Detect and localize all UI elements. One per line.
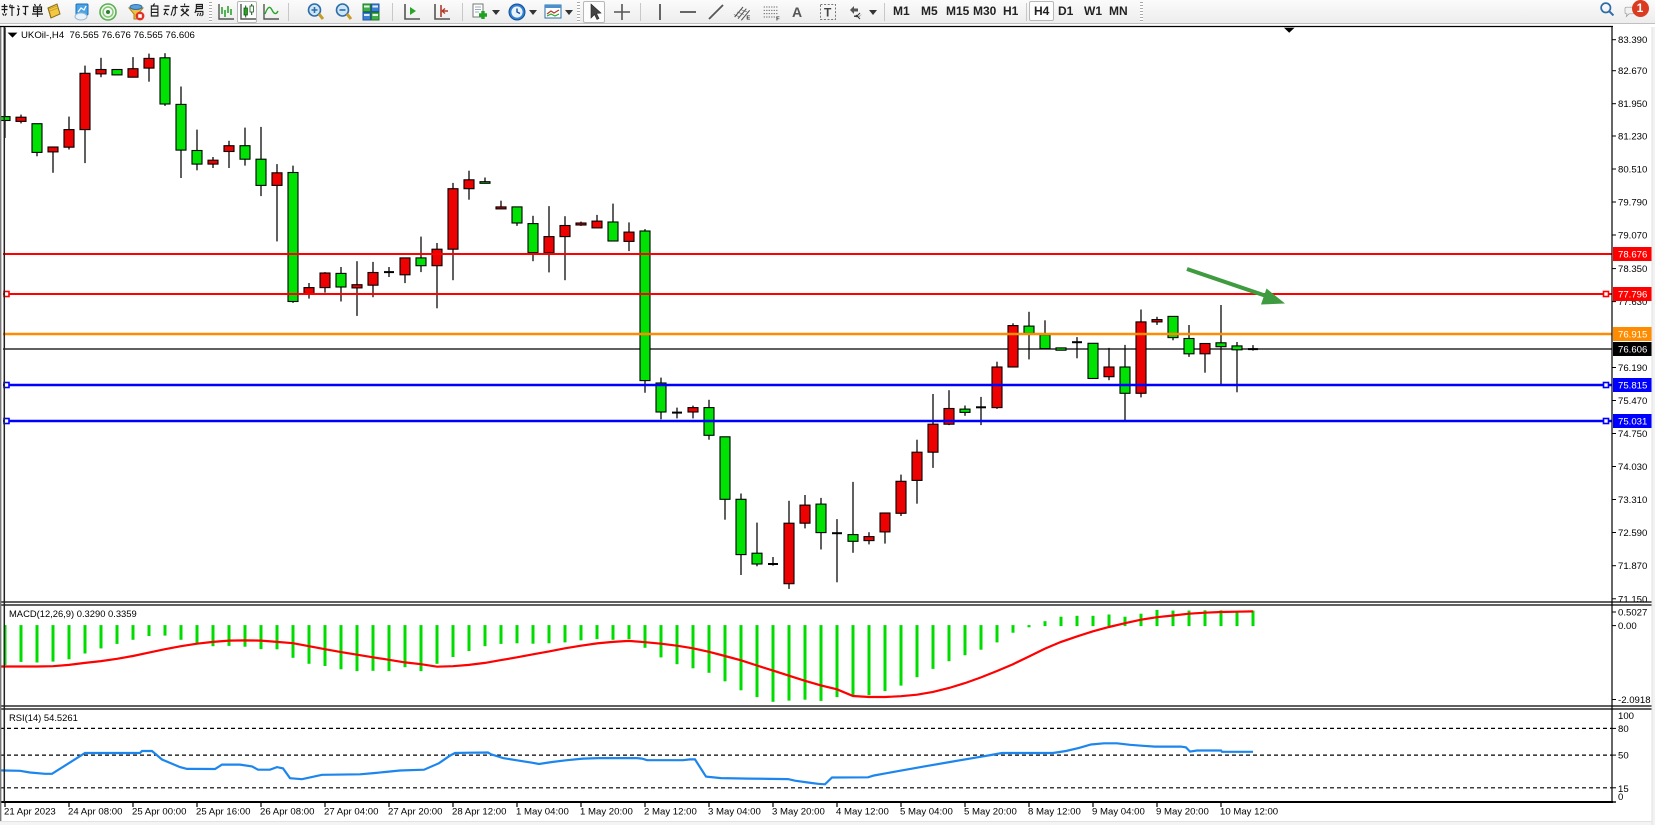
svg-text:50: 50 [1618, 751, 1629, 762]
svg-text:72.590: 72.590 [1618, 528, 1647, 539]
svg-text:E: E [746, 16, 750, 22]
svg-text:10 May 12:00: 10 May 12:00 [1220, 806, 1278, 817]
svg-text:75.031: 75.031 [1618, 417, 1647, 428]
svg-text:8 May 12:00: 8 May 12:00 [1028, 806, 1081, 817]
svg-text:76.190: 76.190 [1618, 363, 1647, 374]
svg-text:82.670: 82.670 [1618, 66, 1647, 77]
svg-text:3 May 04:00: 3 May 04:00 [708, 806, 761, 817]
svg-text:79.790: 79.790 [1618, 198, 1647, 209]
svg-text:74.030: 74.030 [1618, 462, 1647, 473]
svg-text:77.630: 77.630 [1618, 297, 1647, 308]
svg-text:T: T [824, 6, 832, 20]
svg-text:71.870: 71.870 [1618, 561, 1647, 572]
svg-text:73.310: 73.310 [1618, 495, 1647, 506]
svg-text:MACD(12,26,9) 0.3290 0.3359: MACD(12,26,9) 0.3290 0.3359 [9, 608, 137, 619]
svg-text:4 May 12:00: 4 May 12:00 [836, 806, 889, 817]
svg-text:80.510: 80.510 [1618, 165, 1647, 176]
svg-text:76.606: 76.606 [1618, 345, 1647, 356]
svg-text:1 May 20:00: 1 May 20:00 [580, 806, 633, 817]
svg-text:28 Apr 12:00: 28 Apr 12:00 [452, 806, 506, 817]
svg-text:78.350: 78.350 [1618, 264, 1647, 275]
svg-text:81.230: 81.230 [1618, 132, 1647, 143]
svg-text:9 May 04:00: 9 May 04:00 [1092, 806, 1145, 817]
svg-text:75.470: 75.470 [1618, 396, 1647, 407]
svg-text:3 May 20:00: 3 May 20:00 [772, 806, 825, 817]
svg-text:0: 0 [1618, 792, 1623, 803]
svg-text:5 May 20:00: 5 May 20:00 [964, 806, 1017, 817]
svg-text:25 Apr 00:00: 25 Apr 00:00 [132, 806, 186, 817]
svg-text:1 May 04:00: 1 May 04:00 [516, 806, 569, 817]
svg-text:83.390: 83.390 [1618, 35, 1647, 46]
svg-text:76.915: 76.915 [1618, 330, 1647, 341]
svg-text:26 Apr 08:00: 26 Apr 08:00 [260, 806, 314, 817]
svg-text:71.150: 71.150 [1618, 594, 1647, 605]
svg-text:9 May 20:00: 9 May 20:00 [1156, 806, 1209, 817]
svg-text:80: 80 [1618, 724, 1629, 735]
svg-text:0.5027: 0.5027 [1618, 608, 1647, 619]
svg-text:100: 100 [1618, 711, 1634, 722]
svg-text:25 Apr 16:00: 25 Apr 16:00 [196, 806, 250, 817]
svg-text:F: F [776, 16, 780, 22]
svg-text:0.00: 0.00 [1618, 621, 1637, 632]
svg-text:79.070: 79.070 [1618, 231, 1647, 242]
svg-text:27 Apr 04:00: 27 Apr 04:00 [324, 806, 378, 817]
svg-text:75.815: 75.815 [1618, 381, 1647, 392]
svg-text:78.676: 78.676 [1618, 250, 1647, 261]
svg-text:RSI(14) 54.5261: RSI(14) 54.5261 [9, 712, 78, 723]
svg-text:-2.0918: -2.0918 [1618, 695, 1651, 706]
svg-text:UKOil-,H4 76.565 76.676 76.56: UKOil-,H4 76.565 76.676 76.565 76.606 [21, 30, 195, 41]
svg-text:2 May 12:00: 2 May 12:00 [644, 806, 697, 817]
svg-text:74.750: 74.750 [1618, 429, 1647, 440]
svg-text:27 Apr 20:00: 27 Apr 20:00 [388, 806, 442, 817]
svg-text:15: 15 [1618, 784, 1629, 795]
svg-text:77.796: 77.796 [1618, 290, 1647, 301]
svg-text:24 Apr 08:00: 24 Apr 08:00 [68, 806, 122, 817]
svg-text:5 May 04:00: 5 May 04:00 [900, 806, 953, 817]
svg-text:81.950: 81.950 [1618, 99, 1647, 110]
svg-text:21 Apr 2023: 21 Apr 2023 [4, 806, 56, 817]
